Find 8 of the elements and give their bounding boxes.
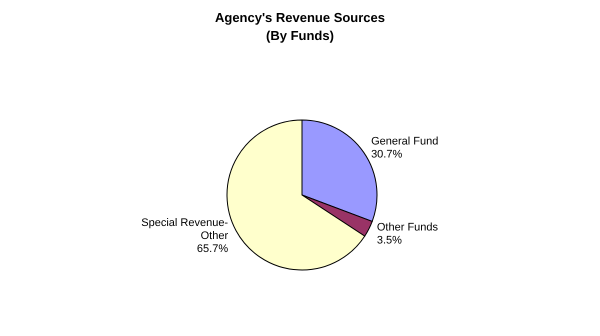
- data-label: 30.7%: [371, 148, 402, 161]
- slice-label: Other Funds: [376, 222, 439, 234]
- data-label: 3.5%: [376, 234, 402, 247]
- data-label: 65.7%: [196, 242, 228, 255]
- chart-title: Agency's Revenue Sources: [215, 10, 385, 25]
- slice-label: Special Revenue-Other: [141, 216, 228, 242]
- chart-subtitle: (By Funds): [266, 28, 334, 43]
- slice-label: General Fund: [371, 136, 438, 148]
